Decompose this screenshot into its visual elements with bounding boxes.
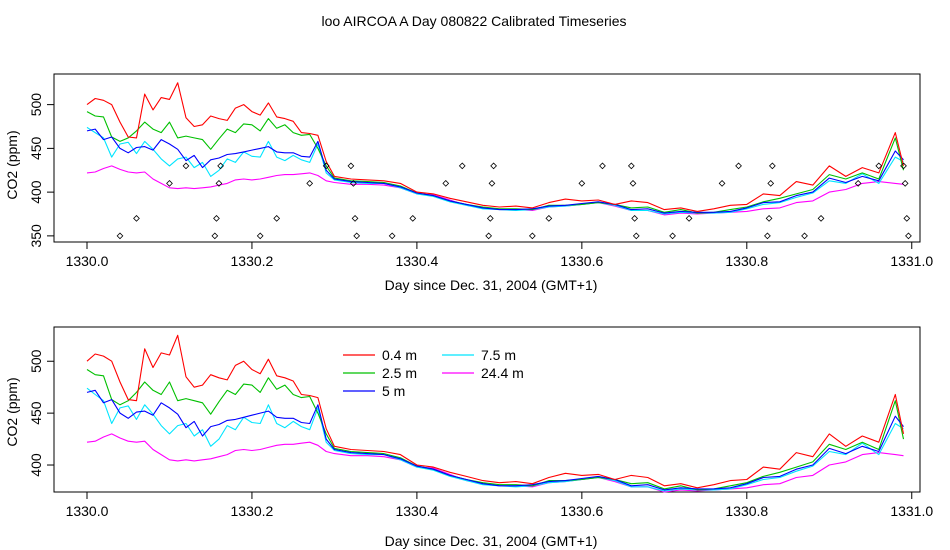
legend-label: 24.4 m — [481, 365, 524, 381]
top-panel: 1330.0 1330.2 1330.4 1330.6 1330.8 1331.0 350… — [4, 73, 933, 293]
top-plot-frame — [53, 73, 921, 243]
data-point-marker — [485, 232, 493, 240]
x-tick-label: 1330.2 — [231, 253, 274, 269]
data-point-marker — [442, 180, 450, 187]
data-point-marker — [578, 180, 586, 187]
data-point-marker — [875, 162, 883, 170]
data-point-marker — [735, 162, 742, 170]
legend-label: 7.5 m — [481, 347, 516, 363]
data-point-marker — [528, 232, 536, 240]
x-tick-label: 1330.0 — [66, 503, 109, 519]
y-tick-label: 400 — [28, 453, 44, 477]
x-tick-label: 1330.4 — [395, 253, 438, 269]
data-point-marker — [133, 215, 140, 222]
data-point-marker — [627, 162, 635, 170]
series-line-5-mm — [86, 128, 904, 214]
data-point-marker — [685, 215, 693, 222]
data-point-marker — [256, 232, 264, 240]
top-series-group — [86, 82, 905, 216]
bottom-y-axis-label: CO2 (ppm) — [4, 377, 20, 446]
data-point-marker — [903, 215, 911, 222]
data-point-marker — [629, 180, 637, 187]
data-point-marker — [488, 180, 496, 187]
data-point-marker — [409, 215, 417, 222]
data-point-marker — [599, 162, 606, 170]
data-point-marker — [718, 180, 726, 187]
data-point-marker — [486, 215, 494, 222]
data-point-marker — [767, 180, 775, 187]
top-x-axis-label: Day since Dec. 31, 2004 (GMT+1) — [385, 277, 598, 293]
data-point-marker — [182, 162, 190, 170]
series-line-0-4-mm — [86, 334, 905, 489]
series-line-5-mm — [86, 389, 904, 491]
data-point-marker — [490, 162, 497, 170]
x-tick-label: 1330.4 — [395, 503, 438, 519]
data-point-marker — [545, 215, 553, 222]
top-x-axis: 1330.0 1330.2 1330.4 1330.6 1330.8 1331.0 — [66, 242, 933, 269]
legend-label: 0.4 m — [382, 347, 417, 363]
bottom-series-group — [86, 334, 905, 493]
legend-label: 2.5 m — [382, 365, 417, 381]
data-point-marker — [353, 232, 361, 240]
data-point-marker — [765, 215, 773, 222]
data-point-marker — [322, 162, 330, 170]
y-tick-label: 450 — [28, 401, 44, 425]
x-tick-label: 1330.8 — [725, 253, 768, 269]
data-point-marker — [631, 215, 638, 222]
top-y-axis: 350 400 450 500 — [28, 93, 54, 248]
data-point-marker — [217, 162, 224, 170]
data-point-marker — [350, 180, 357, 187]
series-line-2-5-mm — [86, 369, 905, 491]
data-point-marker — [854, 180, 862, 187]
y-tick-label: 500 — [28, 349, 44, 373]
data-point-marker — [388, 232, 396, 240]
data-point-marker — [273, 215, 281, 222]
x-tick-label: 1330.0 — [66, 253, 109, 269]
bottom-plot-frame — [53, 326, 921, 493]
y-tick-label: 500 — [28, 93, 44, 117]
bottom-y-axis: 400 450 500 — [28, 349, 54, 477]
y-tick-label: 400 — [28, 180, 44, 204]
y-tick-label: 350 — [28, 224, 44, 248]
data-point-marker — [632, 232, 640, 240]
data-point-marker — [905, 232, 912, 240]
y-tick-label: 450 — [28, 136, 44, 160]
data-point-marker — [347, 162, 355, 170]
data-point-marker — [801, 232, 808, 240]
top-points-group — [116, 162, 912, 240]
data-point-marker — [669, 232, 676, 240]
data-point-marker — [817, 215, 825, 222]
x-tick-label: 1330.6 — [560, 253, 603, 269]
data-point-marker — [215, 180, 223, 187]
top-y-axis-label: CO2 (ppm) — [4, 130, 20, 199]
bottom-x-axis: 1330.0 1330.2 1330.4 1330.6 1330.8 1331.0 — [66, 492, 933, 519]
x-tick-label: 1331.0 — [890, 503, 933, 519]
data-point-marker — [900, 162, 907, 170]
data-point-marker — [116, 232, 124, 240]
legend-label: 5 m — [382, 383, 405, 399]
series-line-0-4-mm — [86, 82, 905, 212]
data-point-marker — [764, 232, 771, 240]
data-point-marker — [901, 180, 909, 187]
data-point-marker — [458, 162, 466, 170]
data-point-marker — [166, 180, 173, 187]
x-tick-label: 1331.0 — [890, 253, 933, 269]
x-tick-label: 1330.6 — [560, 503, 603, 519]
figure-title: loo AIRCOA A Day 080822 Calibrated Times… — [321, 13, 626, 29]
legend: 0.4 m 2.5 m 5 m 7.5 m 24.4 m — [343, 347, 524, 399]
data-point-marker — [213, 215, 220, 222]
series-line-2-5-mm — [86, 111, 905, 214]
x-tick-label: 1330.8 — [725, 503, 768, 519]
bottom-x-axis-label: Day since Dec. 31, 2004 (GMT+1) — [385, 533, 598, 549]
data-point-marker — [769, 162, 776, 170]
data-point-marker — [306, 180, 314, 187]
data-point-marker — [351, 215, 359, 222]
data-point-marker — [211, 232, 219, 240]
bottom-panel: 1330.0 1330.2 1330.4 1330.6 1330.8 1331.0 400… — [4, 326, 933, 549]
x-tick-label: 1330.2 — [231, 503, 274, 519]
